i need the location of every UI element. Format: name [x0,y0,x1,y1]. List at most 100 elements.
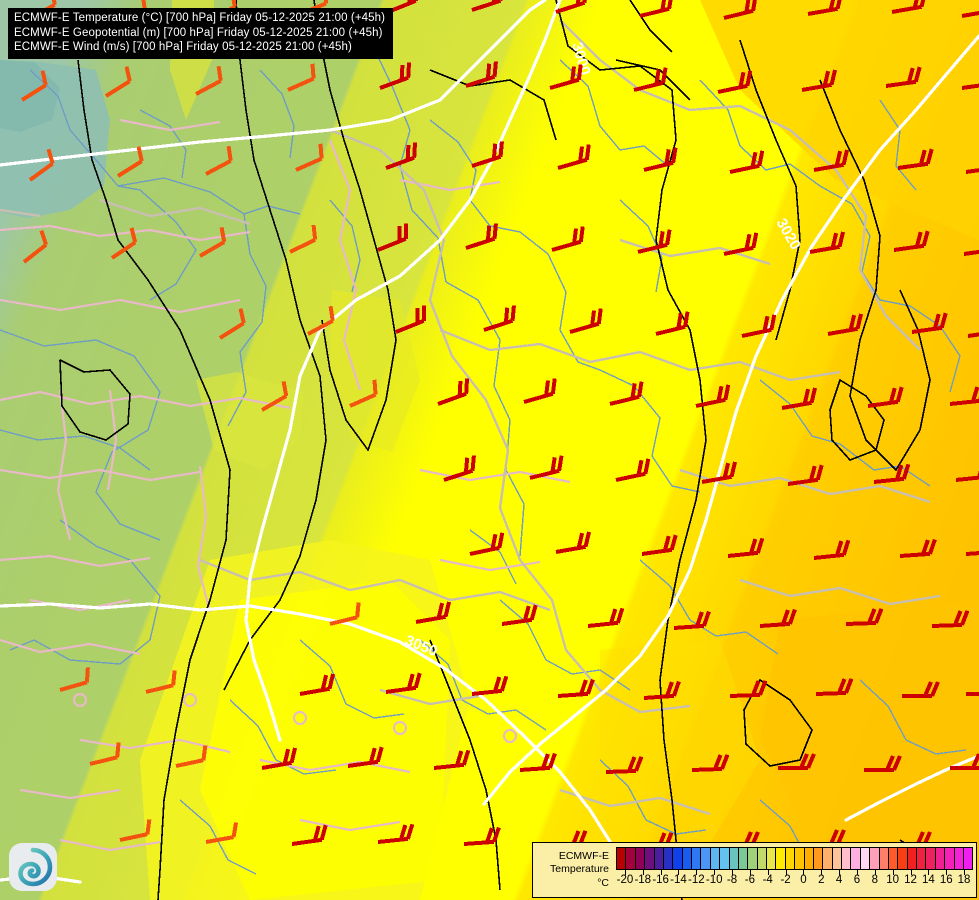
colorbar-tick [892,870,894,875]
colorbar-swatch [860,848,871,869]
colorbar-tick [696,870,698,875]
colorbar-swatch [963,848,973,869]
rivers-layer [0,39,967,875]
colorbar-swatch [935,848,946,869]
meteo-swirl-logo[interactable] [9,843,57,891]
colorbar-swatch [945,848,955,869]
colorbar-tick-label: -4 [762,874,773,886]
colorbar-tick-label: -18 [634,874,652,886]
colorbar-tick [660,870,662,875]
title-line-wind: ECMWF-E Wind (m/s) [700 hPa] Friday 05-1… [14,41,352,54]
colorbar-tick-label: 2 [818,874,825,886]
colorbar-tick [785,870,787,875]
colorbar-swatch [785,848,796,869]
colorbar-swatch [729,848,739,869]
colorbar-tick-label: -6 [744,874,755,886]
colorbar-tick [946,870,948,875]
colorbar-swatch [898,848,908,869]
legend-scale: -20 -18 -16 -14 -12 -10 -8 -6 -4 -2 0 2 4 6 8 10 12 14 16 1… [613,843,976,897]
colorbar-tick [928,870,930,875]
colorbar-swatch [635,848,646,869]
colorbar-tick-label: 4 [835,874,843,886]
colorbar-swatch [701,848,711,869]
legend-caption-variable: Temperature [550,863,609,876]
colorbar-tick-labels: -20 -18 -16 -14 -12 -10 -8 -6 -4 -2 0 2 4 6 8 10 12 14 16 1… [616,874,973,890]
colorbar-tick [839,870,841,875]
colorbar-swatch [907,848,917,869]
colorbar-tick [803,870,805,875]
colorbar-swatch [710,848,721,869]
colorbar-tick-label: -10 [705,874,723,886]
colorbar-swatch [851,848,861,869]
colorbar-tick-label: 12 [904,874,917,886]
colorbar-tick [767,870,769,875]
legend-caption: ECMWF-E Temperature °C [533,843,613,897]
colorbar-swatch [804,848,814,869]
colorbar-tick-label: -14 [670,874,687,886]
legend-caption-unit: °C [597,876,609,889]
colorbar-swatch [645,848,655,869]
colorbar-tick [732,870,734,875]
colorbar-swatch [813,848,824,869]
colorbar-tick [964,870,966,875]
colorbar-swatch [626,848,636,869]
colorbar-tick-label: 18 [957,874,971,886]
colorbar-tick-label: 8 [871,874,879,886]
colorbar-tick-label: -20 [616,874,634,886]
colorbar-tick-label: 16 [939,874,953,886]
colorbar-swatch [617,848,627,869]
colorbar-tick [678,870,680,875]
colorbar-swatch [795,848,805,869]
colorbar-swatch [842,848,852,869]
colorbar-swatch [654,848,664,869]
colorbar-tick [714,870,716,875]
colorbar-swatch [720,848,730,869]
colorbar-tickmarks [616,870,973,875]
colorbar-swatch [673,848,683,869]
colorbar-swatch [692,848,702,869]
roads-major-layer [0,19,941,816]
colorbar-tick [642,870,644,875]
colorbar-tick-label: 0 [800,874,807,886]
colorbar-swatch [832,848,842,869]
colorbar-tick-label: -8 [726,874,738,886]
roads-secondary-layer [0,118,571,852]
colorbar-tick [856,870,858,875]
title-line-temperature: ECMWF-E Temperature (°C) [700 hPa] Frida… [14,12,386,24]
colorbar-tick-label: -16 [652,874,669,886]
colorbar-swatch [682,848,692,869]
colorbar-swatch [663,848,674,869]
colorbar-swatch [757,848,767,869]
borders-layer [59,0,951,900]
temperature-legend: ECMWF-E Temperature °C -20 -18 -16 -14 -12 -1… [532,842,977,898]
swirl-icon [18,847,53,887]
colorbar-swatch [926,848,936,869]
map-title-box: ECMWF-E Temperature (°C) [700 hPa] Frida… [8,8,394,60]
colorbar-swatch [954,848,964,869]
legend-caption-model: ECMWF-E [558,850,609,863]
colorbar-tick-label: 14 [921,874,935,886]
colorbar-tick [874,870,876,875]
colorbar-swatch [776,848,786,869]
colorbar-swatch [917,848,927,869]
colorbar-tick [749,870,751,875]
colorbar-swatch [738,848,749,869]
colorbar-swatch [870,848,880,869]
colorbar-tick [910,870,912,875]
colorbar-tick-label: 6 [853,874,861,886]
colorbar-swatch [879,848,889,869]
colorbar-swatch [767,848,777,869]
colorbar-tick-label: 10 [886,874,900,886]
colorbar-swatch [823,848,833,869]
colorbar-tick [624,870,626,875]
colorbar-swatch [888,848,899,869]
colorbar-tick-label: -12 [688,874,705,886]
colorbar[interactable] [616,847,973,870]
colorbar-tick-label: -2 [780,874,791,886]
colorbar-swatch [748,848,758,869]
colorbar-tick [821,870,823,875]
